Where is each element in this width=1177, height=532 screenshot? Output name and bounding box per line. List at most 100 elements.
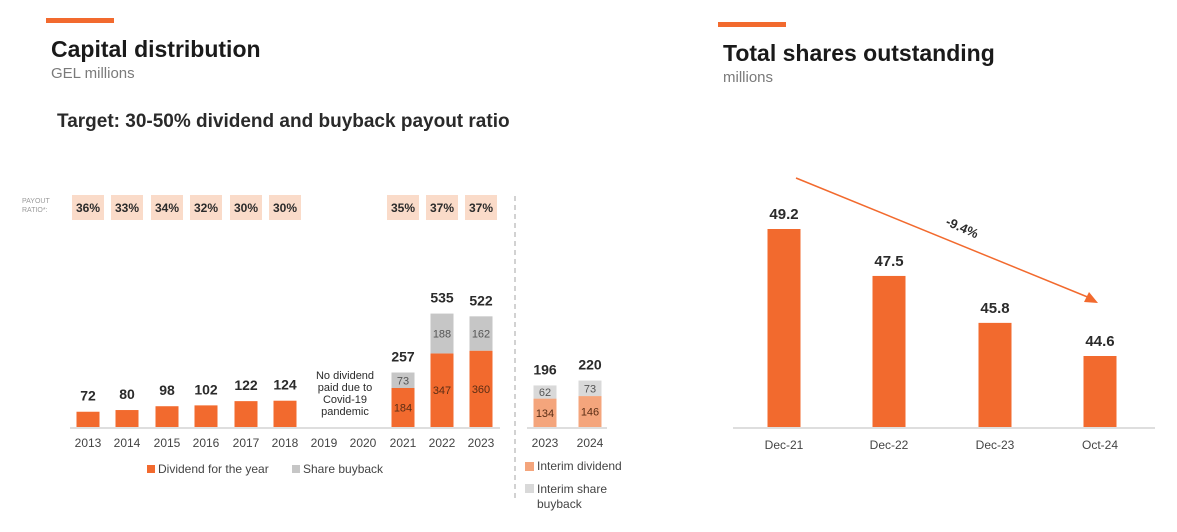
buyback-value-label: 73 (397, 375, 409, 387)
total-value-label: 257 (391, 349, 415, 365)
total-value-label: 522 (469, 292, 493, 308)
left-accent-bar (46, 18, 114, 23)
no-dividend-note: pandemic (321, 406, 369, 418)
payout-target-text: Target: 30-50% dividend and buyback payo… (57, 111, 510, 132)
x-tick-label: 2013 (75, 436, 102, 450)
shares-value-label: 44.6 (1085, 333, 1114, 350)
payout-ratio-value: 35% (391, 201, 415, 215)
x-tick-label: 2023 (468, 436, 495, 450)
interim-dividend-bar (533, 398, 557, 427)
dividend-bar (234, 401, 258, 427)
x-tick-label: 2020 (350, 436, 377, 450)
x-tick-label: Oct-24 (1082, 438, 1118, 452)
shares-value-label: 49.2 (769, 206, 798, 223)
dividend-bar (391, 387, 415, 427)
interim-buyback-bar (578, 380, 602, 397)
buyback-value-label: 162 (472, 329, 490, 341)
dividend-bar (76, 411, 100, 427)
legend-interim-dividend: Interim dividend (537, 459, 622, 473)
shares-value-label: 45.8 (980, 300, 1009, 317)
buyback-bar (469, 316, 493, 351)
interim-buyback-bar (533, 385, 557, 399)
payout-ratio-box (269, 195, 301, 220)
x-tick-label: 2019 (311, 436, 338, 450)
x-tick-label: 2015 (154, 436, 181, 450)
dividend-value-label: 360 (472, 384, 490, 396)
total-value-label: 102 (194, 381, 218, 397)
total-value-label: 122 (234, 377, 258, 393)
legend-interim-buyback: buyback (537, 497, 583, 511)
buyback-bar (391, 372, 415, 388)
x-tick-label: Dec-22 (870, 438, 909, 452)
legend-interim-buyback: Interim share (537, 482, 607, 496)
x-tick-label: 2017 (233, 436, 260, 450)
dividend-value-label: 184 (394, 402, 412, 414)
payout-ratio-value: 34% (155, 201, 179, 215)
payout-ratio-value: 33% (115, 201, 139, 215)
payout-ratio-box (465, 195, 497, 220)
capital-distribution-chart: PAYOUT RATIO*: 36% 72 2013 33% 80 2014 34% 98 2015… (22, 195, 516, 500)
legend-swatch-buyback (292, 465, 300, 473)
x-tick-label: 2021 (390, 436, 417, 450)
right-accent-bar (718, 22, 786, 27)
x-tick-label: Dec-23 (976, 438, 1015, 452)
payout-ratio-value: 37% (469, 201, 493, 215)
payout-ratio-box (230, 195, 262, 220)
payout-ratio-label: RATIO*: (22, 207, 48, 214)
total-value-label: 124 (273, 377, 297, 393)
dividend-bar (273, 400, 297, 427)
total-value-label: 80 (119, 386, 135, 402)
interim-distribution-chart: 134 62 196 2023 146 73 220 2024 Interim dividend… (525, 357, 622, 511)
no-dividend-note: paid due to (318, 382, 372, 394)
shares-outstanding-subtitle: millions (723, 69, 774, 86)
legend-swatch-interim-buyback (525, 484, 534, 493)
payout-ratio-box (387, 195, 419, 220)
x-tick-label: 2022 (429, 436, 456, 450)
payout-ratio-value: 30% (234, 201, 258, 215)
trend-arrow-head (1084, 292, 1098, 303)
x-tick-label: 2016 (193, 436, 220, 450)
shares-bar (1083, 356, 1117, 427)
no-dividend-note: No dividend (316, 370, 374, 382)
legend-buyback: Share buyback (303, 462, 384, 476)
payout-ratio-box (72, 195, 104, 220)
dividend-bar (469, 350, 493, 427)
total-value-label: 72 (80, 388, 96, 404)
x-tick-label: 2018 (272, 436, 299, 450)
capital-distribution-title: Capital distribution (51, 36, 261, 62)
dividend-bar (115, 410, 139, 427)
x-tick-label: 2024 (577, 436, 604, 450)
payout-ratio-value: 32% (194, 201, 218, 215)
interim-total-label: 220 (578, 357, 602, 373)
shares-bar (872, 275, 906, 427)
dividend-bar (194, 405, 218, 427)
legend-dividend: Dividend for the year (158, 462, 269, 476)
interim-dividend-value-label: 146 (581, 407, 599, 419)
shares-value-label: 47.5 (874, 253, 903, 270)
trend-arrow-line (795, 177, 1091, 299)
dividend-bar (430, 353, 454, 427)
legend-swatch-interim-dividend (525, 462, 534, 471)
no-dividend-note: Covid-19 (323, 394, 367, 406)
trend-change-label: -9.4% (944, 214, 982, 242)
interim-total-label: 196 (533, 361, 557, 377)
payout-ratio-box (151, 195, 183, 220)
x-tick-label: 2023 (532, 436, 559, 450)
capital-distribution-subtitle: GEL millions (51, 65, 135, 82)
total-value-label: 98 (159, 382, 175, 398)
payout-ratio-label: PAYOUT (22, 198, 50, 205)
total-value-label: 535 (430, 290, 454, 306)
interim-buyback-value-label: 62 (539, 387, 551, 399)
x-tick-label: Dec-21 (765, 438, 804, 452)
x-tick-label: 2014 (114, 436, 141, 450)
buyback-bar (430, 313, 454, 354)
buyback-value-label: 188 (433, 329, 451, 341)
payout-ratio-box (190, 195, 222, 220)
payout-ratio-value: 30% (273, 201, 297, 215)
payout-ratio-box (111, 195, 143, 220)
shares-outstanding-chart: 49.2 Dec-21 47.5 Dec-22 45.8 Dec-23 44.6 Oct-24… (733, 177, 1155, 452)
shares-bar (978, 322, 1012, 427)
legend-swatch-dividend (147, 465, 155, 473)
payout-ratio-value: 37% (430, 201, 454, 215)
